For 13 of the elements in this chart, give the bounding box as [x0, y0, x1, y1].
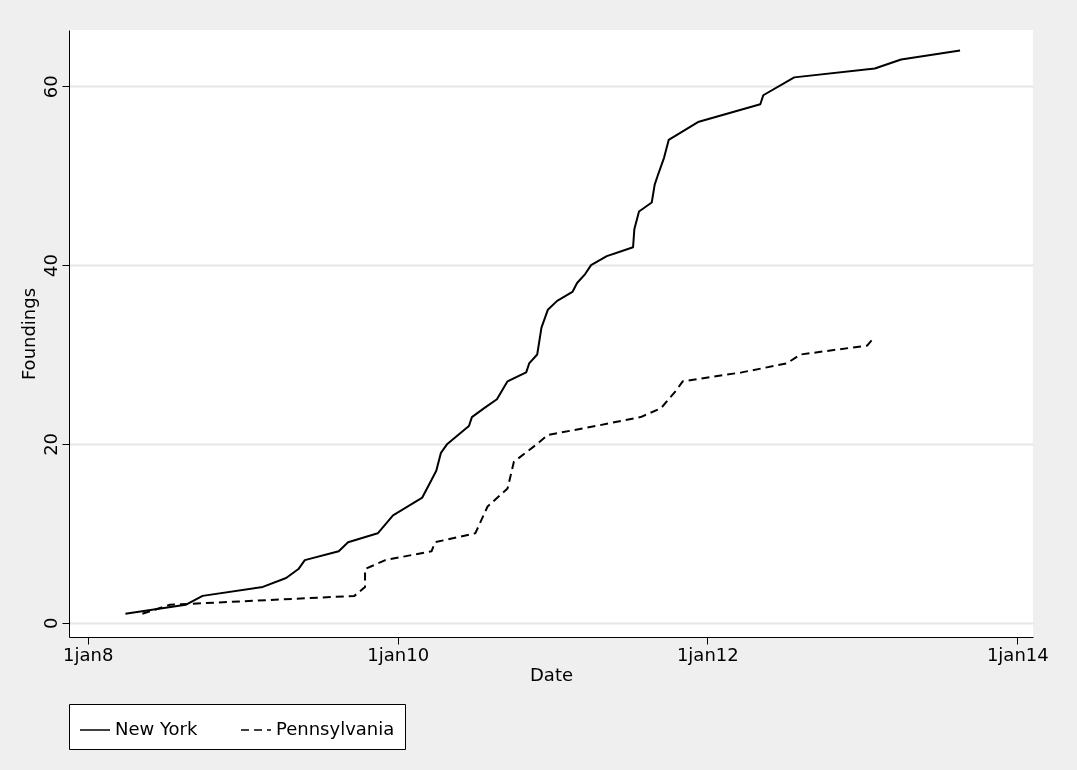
y-tick-label: 20 — [39, 432, 61, 456]
y-tick-label: 60 — [39, 75, 61, 99]
x-tick-label: 1jan14 — [986, 643, 1049, 665]
y-axis-title: Foundings — [17, 287, 39, 381]
legend-label: New York — [115, 718, 198, 739]
x-axis-title: Date — [529, 663, 574, 685]
x-tick-label: 1jan10 — [367, 643, 430, 665]
x-tick-label: 1jan12 — [676, 643, 739, 665]
y-tick-label: 0 — [39, 617, 61, 629]
y-tick-label: 40 — [39, 254, 61, 278]
legend-label: Pennsylvania — [276, 718, 395, 739]
line-series — [124, 49, 962, 615]
x-tick-label: 1jan8 — [62, 643, 114, 665]
